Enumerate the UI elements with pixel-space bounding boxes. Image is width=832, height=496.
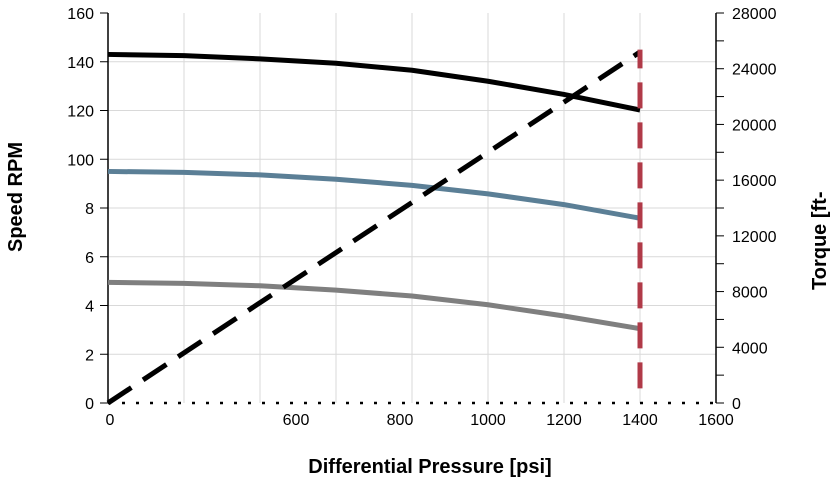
torque-line xyxy=(106,49,642,406)
y-left-tick-label: 8 xyxy=(85,201,94,218)
y-left-tick-label: 6 xyxy=(85,250,94,267)
series-layer xyxy=(106,49,643,406)
y-right-tick-label: 20000 xyxy=(732,117,777,134)
speed-curve-1 xyxy=(107,51,641,113)
x-tick-label: 1000 xyxy=(470,412,506,429)
y-left-tick-label: 4 xyxy=(85,299,94,316)
y-right-tick-label: 16000 xyxy=(732,173,777,190)
x-tick-label: 800 xyxy=(387,412,414,429)
x-tick-label: 0 xyxy=(106,412,115,429)
y-left-tick-label: 100 xyxy=(67,152,94,169)
tick-labels: 0246810012014016004000800012000160002000… xyxy=(67,6,776,429)
x-tick-label: 1400 xyxy=(622,412,658,429)
y-left-tick-label: 140 xyxy=(67,55,94,72)
y-right-axis-title: Torque [ft- xyxy=(809,192,831,291)
y-right-tick-label: 0 xyxy=(732,396,741,413)
y-right-tick-label: 4000 xyxy=(732,340,768,357)
x-tick-label: 1200 xyxy=(546,412,582,429)
y-left-tick-label: 160 xyxy=(67,6,94,23)
x-axis-title: Differential Pressure [psi] xyxy=(308,456,551,478)
x-tick-label: 1600 xyxy=(698,412,734,429)
y-right-tick-label: 12000 xyxy=(732,229,777,246)
y-left-tick-label: 0 xyxy=(85,396,94,413)
y-right-tick-label: 8000 xyxy=(732,285,768,302)
y-right-tick-label: 28000 xyxy=(732,6,777,23)
y-left-axis-title: Speed RPM xyxy=(5,142,27,252)
grid-lines xyxy=(108,13,716,403)
y-left-tick-label: 120 xyxy=(67,104,94,121)
speed-curve-3 xyxy=(107,279,641,332)
x-tick-label: 600 xyxy=(283,412,310,429)
y-right-tick-label: 24000 xyxy=(732,62,777,79)
axes xyxy=(100,12,724,405)
y-left-tick-label: 2 xyxy=(85,347,94,364)
speed-curve-2 xyxy=(107,168,641,221)
